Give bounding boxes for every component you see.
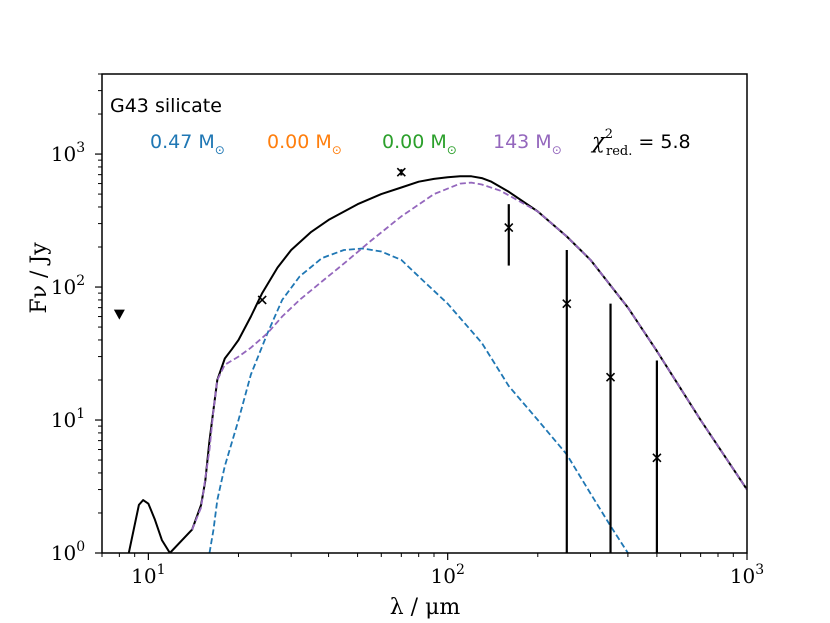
series-line-2 [208,247,629,553]
x-marker [257,295,267,305]
data-point [257,295,267,305]
data-point [504,204,514,266]
data-point [562,249,572,553]
data-points-layer [113,167,662,553]
chi2-label: χ2 red. = 5.8 [590,127,691,159]
series-line-3 [191,181,747,530]
chart-title: G43 silicate [110,95,222,117]
mass-label-1: 0.47 M⊙ [150,131,225,157]
series-layer [127,175,747,553]
axis-ticks: 101 102 103 100 101 102 103 [51,73,764,588]
series-line-1 [127,175,747,553]
data-point [605,303,616,553]
mass-legend: 0.47 M⊙ 0.00 M⊙ 0.00 M⊙ 143 M⊙ [150,131,562,157]
y-tick-label: 103 [51,140,85,166]
mass-label-2: 0.00 M⊙ [267,131,342,157]
y-tick-label: 102 [51,273,85,299]
x-marker [504,223,514,233]
data-point [396,167,406,177]
x-axis-label: λ / μm [390,595,461,620]
y-tick-label: 101 [51,406,85,432]
x-tick-label: 103 [730,562,764,588]
mass-label-3: 0.00 M⊙ [382,131,457,157]
x-marker [605,372,616,382]
mass-label-4: 143 M⊙ [493,131,562,157]
y-axis-label: Fν / Jy [27,242,52,314]
plot-frame [101,73,748,554]
x-marker [652,453,662,463]
x-marker [562,299,572,309]
x-marker [396,167,406,177]
x-tick-label: 101 [131,562,165,588]
y-tick-label: 100 [51,539,85,565]
data-point [652,360,662,553]
upper-limit-marker [113,309,125,320]
chi2-annotation: χ2 red. = 5.8 [590,127,691,159]
x-tick-label: 102 [430,562,464,588]
